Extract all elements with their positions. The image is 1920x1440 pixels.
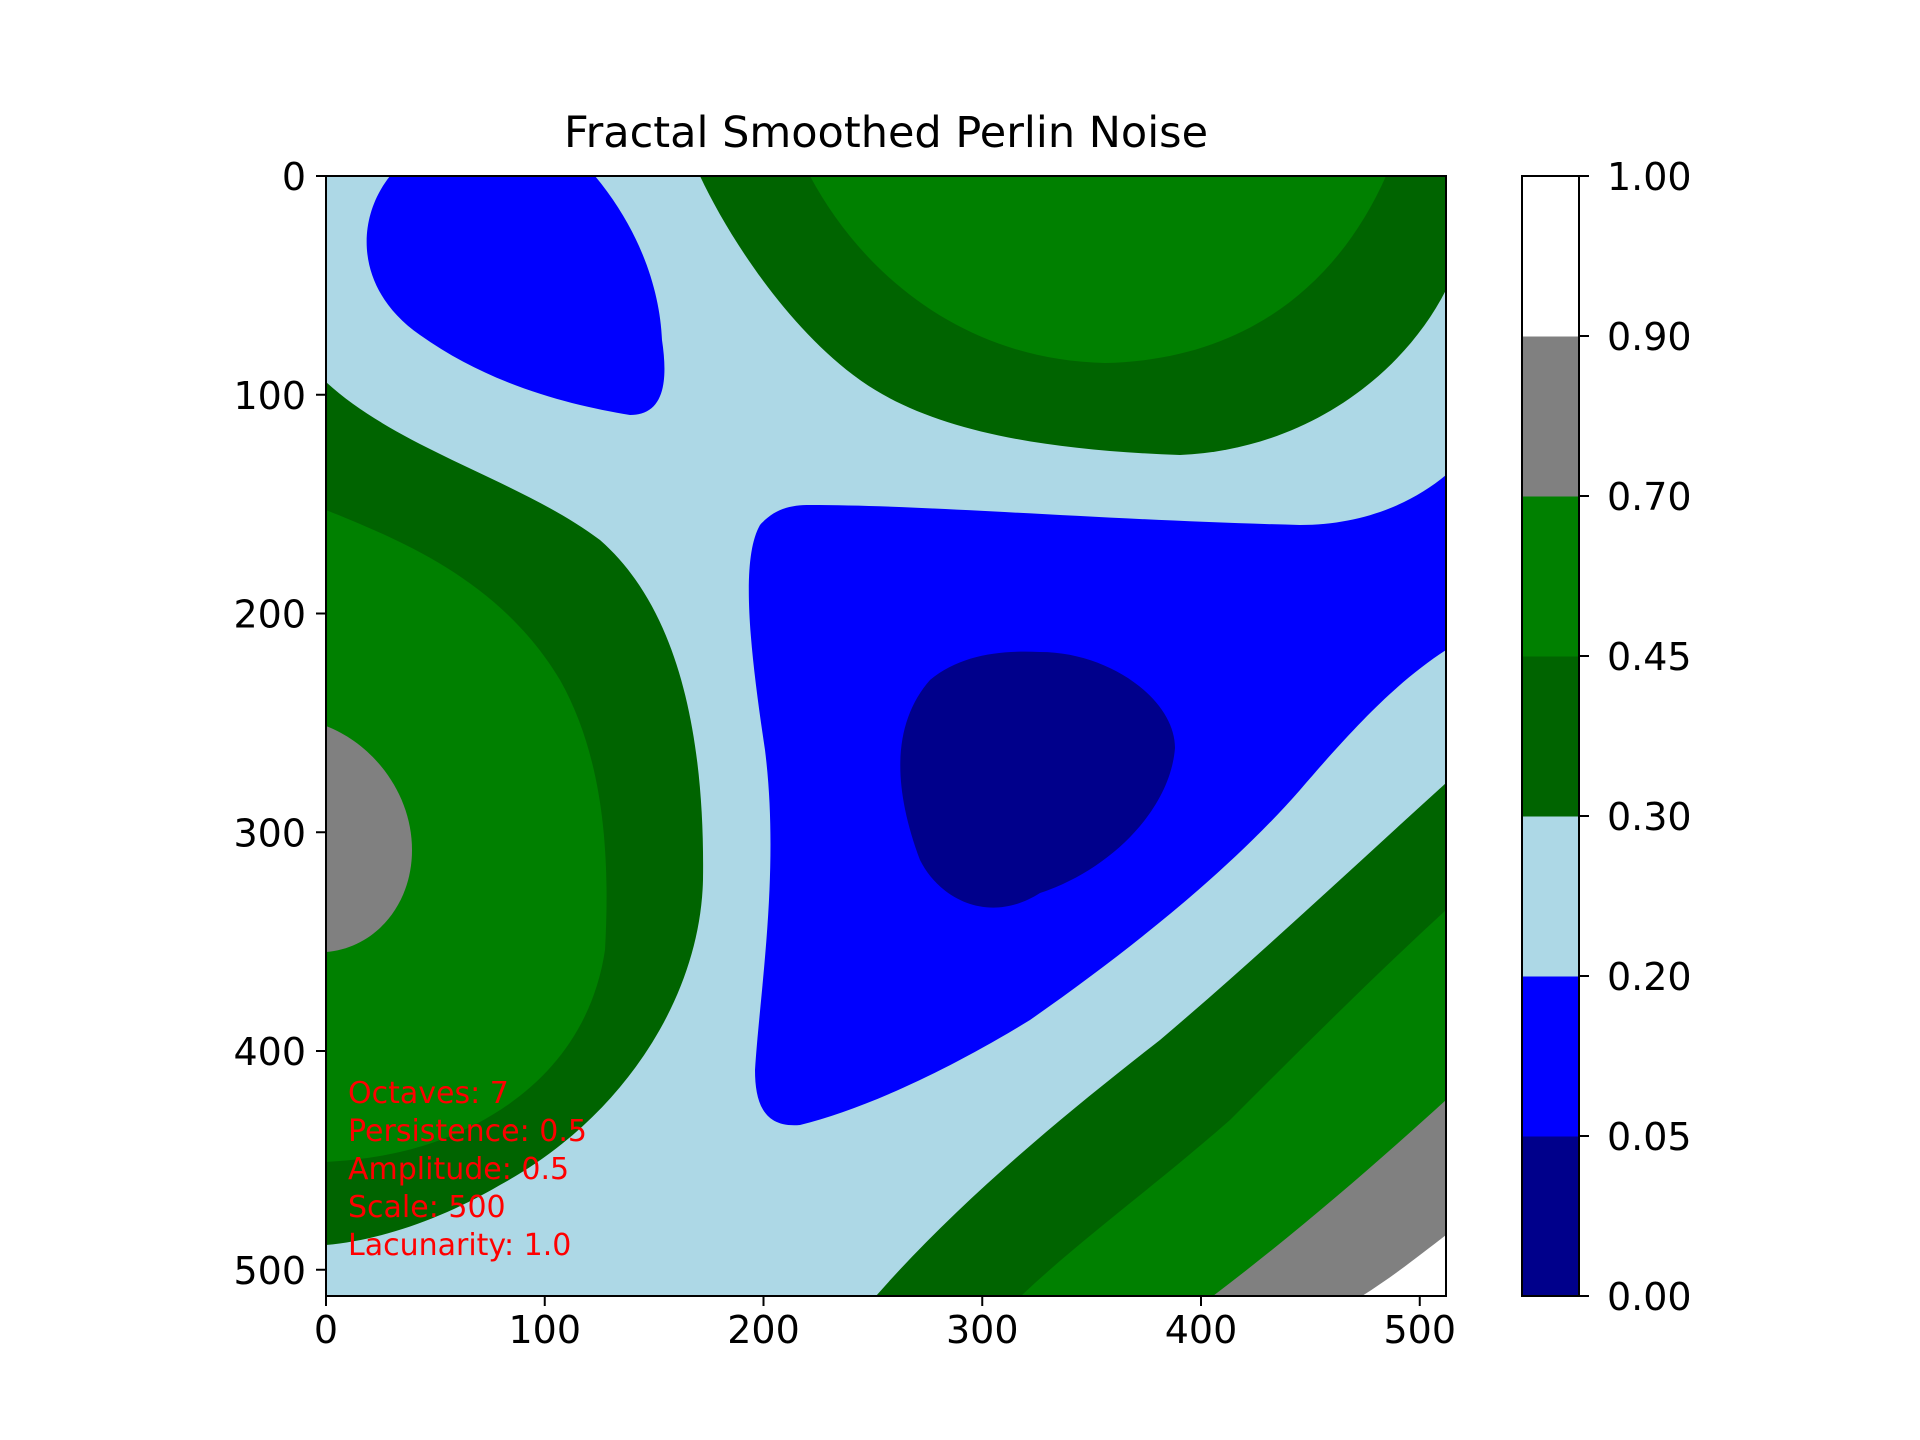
colorbar-segment-6: [1522, 176, 1579, 337]
parameter-annotation: Octaves: 7 Persistence: 0.5 Amplitude: 0…: [348, 1076, 587, 1263]
colorbar: 0.00 0.05 0.20 0.30 0.45 0.70 0.90 1.00: [1521, 155, 1692, 1319]
annotation-scale: Scale: 500: [348, 1190, 506, 1225]
colorbar-tick-label-0: 0.00: [1607, 1275, 1692, 1319]
region-top-left-blue: [366, 176, 665, 415]
region-center-dark-blue: [900, 651, 1175, 908]
colorbar-tick-label-4: 0.45: [1607, 635, 1692, 679]
y-tick-label-1: 100: [233, 374, 306, 418]
annotation-octaves: Octaves: 7: [348, 1076, 509, 1111]
annotation-persistence: Persistence: 0.5: [348, 1114, 587, 1149]
colorbar-tick-label-1: 0.05: [1607, 1115, 1692, 1159]
colorbar-segment-5: [1522, 336, 1579, 497]
y-tick-label-2: 200: [233, 593, 306, 637]
colorbar-segment-1: [1522, 976, 1579, 1137]
colorbar-tick-label-3: 0.30: [1607, 795, 1692, 839]
x-tick-label-4: 400: [1165, 1308, 1238, 1352]
chart-title: Fractal Smoothed Perlin Noise: [564, 108, 1208, 158]
annotation-lacunarity: Lacunarity: 1.0: [348, 1228, 571, 1263]
y-axis: 0 100 200 300 400 500: [233, 155, 326, 1293]
y-tick-label-4: 400: [233, 1030, 306, 1074]
x-tick-label-2: 200: [727, 1308, 800, 1352]
x-tick-label-1: 100: [508, 1308, 581, 1352]
colorbar-segment-0: [1522, 1136, 1579, 1297]
region-left-green: [326, 510, 607, 1162]
colorbar-tick-label-5: 0.70: [1607, 475, 1692, 519]
y-tick-label-3: 300: [233, 811, 306, 855]
heatmap-plot: [326, 176, 1446, 1296]
x-axis: 0 100 200 300 400 500: [314, 1296, 1456, 1352]
region-left-gray: [326, 726, 412, 952]
region-bottom-right-gray: [1213, 1100, 1446, 1296]
colorbar-tick-label-2: 0.20: [1607, 955, 1692, 999]
colorbar-segment-4: [1522, 496, 1579, 657]
y-tick-label-5: 500: [233, 1249, 306, 1293]
colorbar-segment-2: [1522, 816, 1579, 977]
colorbar-segment-3: [1522, 656, 1579, 817]
x-tick-label-3: 300: [946, 1308, 1019, 1352]
region-bottom-right-white: [1362, 1235, 1446, 1296]
x-tick-label-0: 0: [314, 1308, 338, 1352]
x-tick-label-5: 500: [1383, 1308, 1456, 1352]
plot-frame: [325, 175, 1447, 1297]
annotation-amplitude: Amplitude: 0.5: [348, 1152, 569, 1187]
colorbar-tick-label-6: 0.90: [1607, 315, 1692, 359]
y-tick-label-0: 0: [282, 155, 306, 199]
colorbar-tick-label-7: 1.00: [1607, 155, 1692, 199]
region-top-right-green: [810, 176, 1386, 363]
colorbar-frame: [1521, 175, 1580, 1297]
